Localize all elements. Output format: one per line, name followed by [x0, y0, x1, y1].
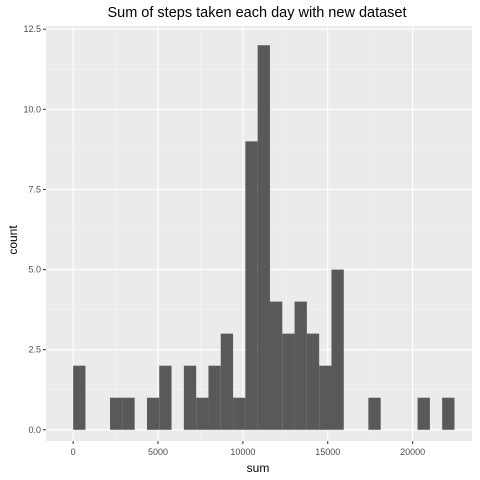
histogram-bar	[282, 333, 295, 430]
histogram-bar	[73, 365, 86, 430]
histogram-bar	[208, 365, 221, 430]
chart-title: Sum of steps taken each day with new dat…	[107, 5, 406, 21]
x-tick-label: 5000	[148, 447, 168, 457]
y-tick-label: 5.0	[28, 265, 41, 275]
histogram-bar	[233, 397, 246, 430]
y-tick-label: 0.0	[28, 425, 41, 435]
y-axis-ticks: 0.0 2.5 5.0 7.5 10.0 12.5	[23, 24, 46, 435]
histogram-bar	[196, 397, 209, 430]
histogram-bar	[294, 301, 307, 430]
x-tick-label: 15000	[315, 447, 340, 457]
histogram-bar	[442, 397, 455, 430]
histogram-bar	[417, 397, 430, 430]
y-tick-label: 2.5	[28, 345, 41, 355]
x-axis-title: sum	[247, 461, 270, 475]
y-tick-label: 12.5	[23, 24, 41, 34]
histogram-bar	[146, 397, 160, 430]
histogram-bar	[319, 365, 332, 430]
histogram-bar	[220, 333, 234, 430]
x-tick-label: 0	[71, 447, 76, 457]
histogram-bar	[159, 365, 172, 430]
x-tick-label: 20000	[400, 447, 425, 457]
x-axis-ticks: 0 5000 10000 15000 20000	[71, 441, 425, 457]
y-axis-title: count	[6, 225, 20, 255]
histogram-bar	[122, 397, 135, 430]
y-tick-label: 10.0	[23, 104, 41, 114]
histogram-bar	[306, 333, 320, 430]
histogram-bar	[368, 397, 381, 430]
histogram-bar	[183, 365, 197, 430]
histogram-bars	[73, 45, 455, 430]
histogram-bar	[257, 45, 270, 430]
y-tick-label: 7.5	[28, 184, 41, 194]
histogram-bar	[245, 141, 258, 430]
histogram-bar	[269, 301, 283, 430]
x-tick-label: 10000	[230, 447, 255, 457]
histogram-bar	[110, 397, 123, 430]
histogram-bar	[331, 269, 344, 430]
